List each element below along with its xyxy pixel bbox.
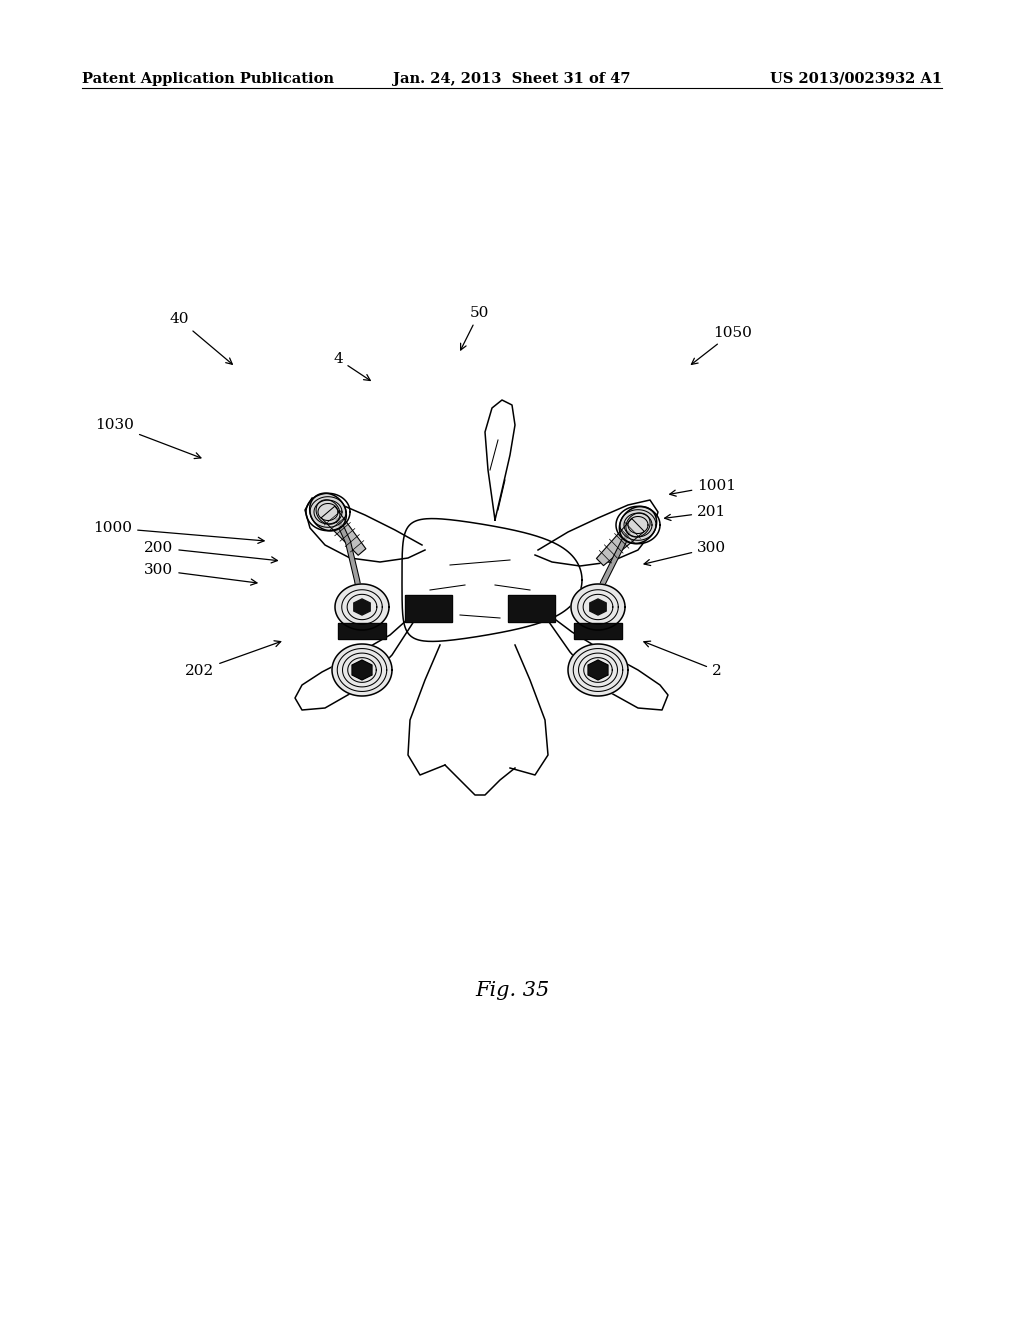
Text: 300: 300 [144, 564, 257, 585]
Polygon shape [568, 644, 628, 696]
Polygon shape [332, 644, 392, 696]
Text: Jan. 24, 2013  Sheet 31 of 47: Jan. 24, 2013 Sheet 31 of 47 [393, 73, 631, 86]
Text: Patent Application Publication: Patent Application Publication [82, 73, 334, 86]
Text: 300: 300 [644, 541, 726, 565]
Polygon shape [588, 660, 608, 680]
Polygon shape [309, 494, 346, 531]
Polygon shape [508, 595, 555, 622]
Text: 1000: 1000 [93, 521, 264, 544]
Text: 1030: 1030 [95, 418, 201, 458]
Text: 200: 200 [144, 541, 278, 562]
Polygon shape [406, 595, 452, 622]
Text: 50: 50 [461, 306, 488, 350]
Polygon shape [352, 660, 372, 680]
Text: 40: 40 [169, 313, 232, 364]
Polygon shape [571, 583, 625, 630]
Polygon shape [354, 599, 371, 615]
Text: US 2013/0023932 A1: US 2013/0023932 A1 [770, 73, 942, 86]
Polygon shape [295, 610, 418, 710]
Polygon shape [322, 506, 366, 556]
Text: 201: 201 [665, 506, 726, 520]
Polygon shape [590, 599, 606, 615]
Polygon shape [540, 609, 668, 710]
Text: 2: 2 [644, 642, 722, 677]
Polygon shape [620, 507, 656, 544]
Text: 1001: 1001 [670, 479, 736, 496]
Polygon shape [305, 498, 425, 562]
Text: Fig. 35: Fig. 35 [475, 981, 549, 999]
Polygon shape [574, 623, 622, 639]
Polygon shape [402, 519, 582, 642]
Polygon shape [338, 623, 386, 639]
Polygon shape [597, 519, 644, 565]
Polygon shape [335, 583, 389, 630]
Text: 1050: 1050 [691, 326, 752, 364]
Text: 202: 202 [185, 640, 281, 677]
Text: 4: 4 [333, 352, 371, 380]
Polygon shape [535, 500, 658, 566]
Polygon shape [485, 400, 515, 520]
